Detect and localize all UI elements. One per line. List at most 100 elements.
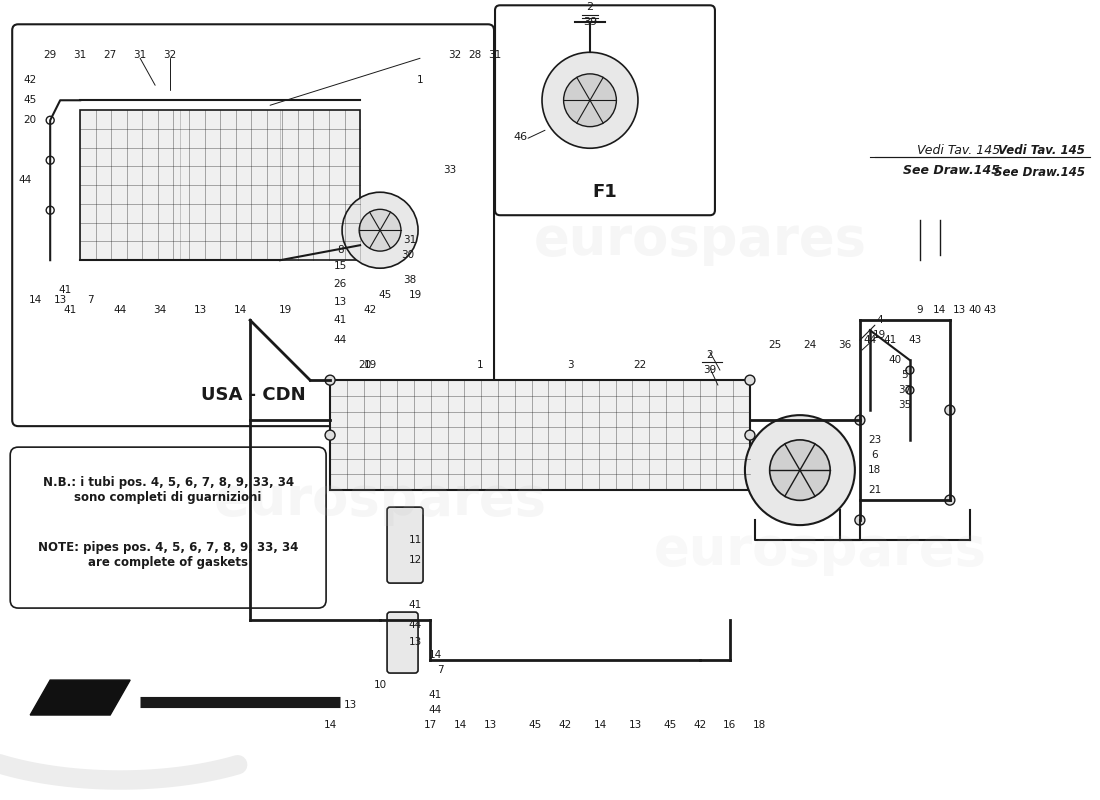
- Text: 14: 14: [593, 720, 606, 730]
- Text: 13: 13: [483, 720, 496, 730]
- Text: 25: 25: [768, 340, 781, 350]
- Circle shape: [46, 116, 54, 124]
- Text: 13: 13: [954, 305, 967, 315]
- Text: 13: 13: [194, 305, 207, 315]
- Text: 41: 41: [408, 600, 421, 610]
- Circle shape: [342, 192, 418, 268]
- Text: 13: 13: [54, 295, 67, 305]
- Text: 10: 10: [374, 680, 386, 690]
- Circle shape: [563, 74, 616, 126]
- Text: 1: 1: [476, 360, 483, 370]
- Text: See Draw.145: See Draw.145: [903, 164, 1000, 177]
- Text: USA - CDN: USA - CDN: [201, 386, 306, 404]
- Text: 23: 23: [868, 435, 881, 445]
- Circle shape: [770, 440, 830, 500]
- Text: 31: 31: [404, 235, 417, 246]
- Text: Vedi Tav. 145: Vedi Tav. 145: [998, 144, 1085, 157]
- Text: 42: 42: [693, 720, 706, 730]
- Text: 19: 19: [363, 360, 376, 370]
- Text: 45: 45: [23, 95, 36, 106]
- Text: 44: 44: [408, 620, 421, 630]
- Text: 9: 9: [916, 305, 923, 315]
- Text: 39: 39: [583, 18, 597, 27]
- Text: 8: 8: [337, 246, 343, 255]
- Text: See Draw.145: See Draw.145: [993, 166, 1085, 178]
- Text: 38: 38: [404, 275, 417, 285]
- Text: 21: 21: [868, 485, 881, 495]
- Circle shape: [360, 210, 401, 251]
- Text: 34: 34: [154, 305, 167, 315]
- Circle shape: [46, 156, 54, 164]
- Text: 13: 13: [408, 637, 421, 647]
- Text: 29: 29: [44, 50, 57, 60]
- Text: 37: 37: [899, 385, 912, 395]
- Circle shape: [46, 206, 54, 214]
- Text: 19: 19: [873, 330, 887, 340]
- Text: 32: 32: [449, 50, 462, 60]
- Text: 20: 20: [359, 360, 372, 370]
- Text: 18: 18: [868, 465, 881, 475]
- Text: 35: 35: [899, 400, 912, 410]
- Text: 19: 19: [408, 290, 421, 300]
- Text: 14: 14: [933, 305, 946, 315]
- Text: 41: 41: [64, 305, 77, 315]
- Text: 14: 14: [323, 720, 337, 730]
- Text: 28: 28: [469, 50, 482, 60]
- Text: 3: 3: [566, 360, 573, 370]
- Text: 12: 12: [408, 555, 421, 565]
- Text: 43: 43: [983, 305, 997, 315]
- Text: 44: 44: [113, 305, 127, 315]
- FancyBboxPatch shape: [387, 507, 424, 583]
- Text: 16: 16: [724, 720, 737, 730]
- Text: 31: 31: [74, 50, 87, 60]
- Text: 44: 44: [333, 335, 346, 345]
- Text: 42: 42: [559, 720, 572, 730]
- Text: 30: 30: [402, 250, 415, 260]
- Circle shape: [906, 386, 914, 394]
- Text: 7: 7: [437, 665, 443, 675]
- Text: 46: 46: [513, 132, 527, 142]
- Text: eurospares: eurospares: [213, 474, 547, 526]
- Text: 31: 31: [133, 50, 146, 60]
- Text: 27: 27: [103, 50, 117, 60]
- Text: eurospares: eurospares: [534, 214, 867, 266]
- Text: 14: 14: [29, 295, 42, 305]
- Text: 45: 45: [663, 720, 676, 730]
- Bar: [80, 110, 360, 260]
- Text: 17: 17: [424, 720, 437, 730]
- Text: 45: 45: [378, 290, 392, 300]
- Text: 44: 44: [428, 705, 442, 715]
- Text: Vedi Tav. 145: Vedi Tav. 145: [916, 144, 1000, 157]
- Text: 36: 36: [838, 340, 851, 350]
- Text: 40: 40: [889, 355, 901, 365]
- Text: 19: 19: [278, 305, 292, 315]
- Text: 42: 42: [23, 75, 36, 86]
- Circle shape: [906, 366, 914, 374]
- Text: 42: 42: [363, 305, 376, 315]
- Text: 20: 20: [23, 115, 36, 126]
- Circle shape: [745, 415, 855, 525]
- Text: 41: 41: [428, 690, 442, 700]
- Text: 44: 44: [19, 175, 32, 186]
- FancyBboxPatch shape: [495, 6, 715, 215]
- Circle shape: [945, 495, 955, 505]
- Text: 24: 24: [803, 340, 816, 350]
- Text: 4: 4: [877, 315, 883, 325]
- Circle shape: [542, 52, 638, 148]
- Text: 13: 13: [343, 700, 356, 710]
- Circle shape: [745, 430, 755, 440]
- FancyBboxPatch shape: [387, 612, 418, 673]
- Circle shape: [855, 415, 865, 425]
- Text: 33: 33: [443, 166, 456, 175]
- Circle shape: [945, 405, 955, 415]
- Text: 31: 31: [488, 50, 502, 60]
- Text: 44: 44: [864, 335, 877, 345]
- Text: 14: 14: [428, 650, 442, 660]
- Circle shape: [745, 375, 755, 385]
- Text: NOTE: pipes pos. 4, 5, 6, 7, 8, 9, 33, 34
are complete of gaskets: NOTE: pipes pos. 4, 5, 6, 7, 8, 9, 33, 3…: [39, 541, 298, 569]
- Text: 6: 6: [871, 450, 878, 460]
- Text: 5: 5: [902, 370, 909, 380]
- Text: eurospares: eurospares: [653, 524, 987, 576]
- Text: 32: 32: [164, 50, 177, 60]
- FancyBboxPatch shape: [10, 447, 326, 608]
